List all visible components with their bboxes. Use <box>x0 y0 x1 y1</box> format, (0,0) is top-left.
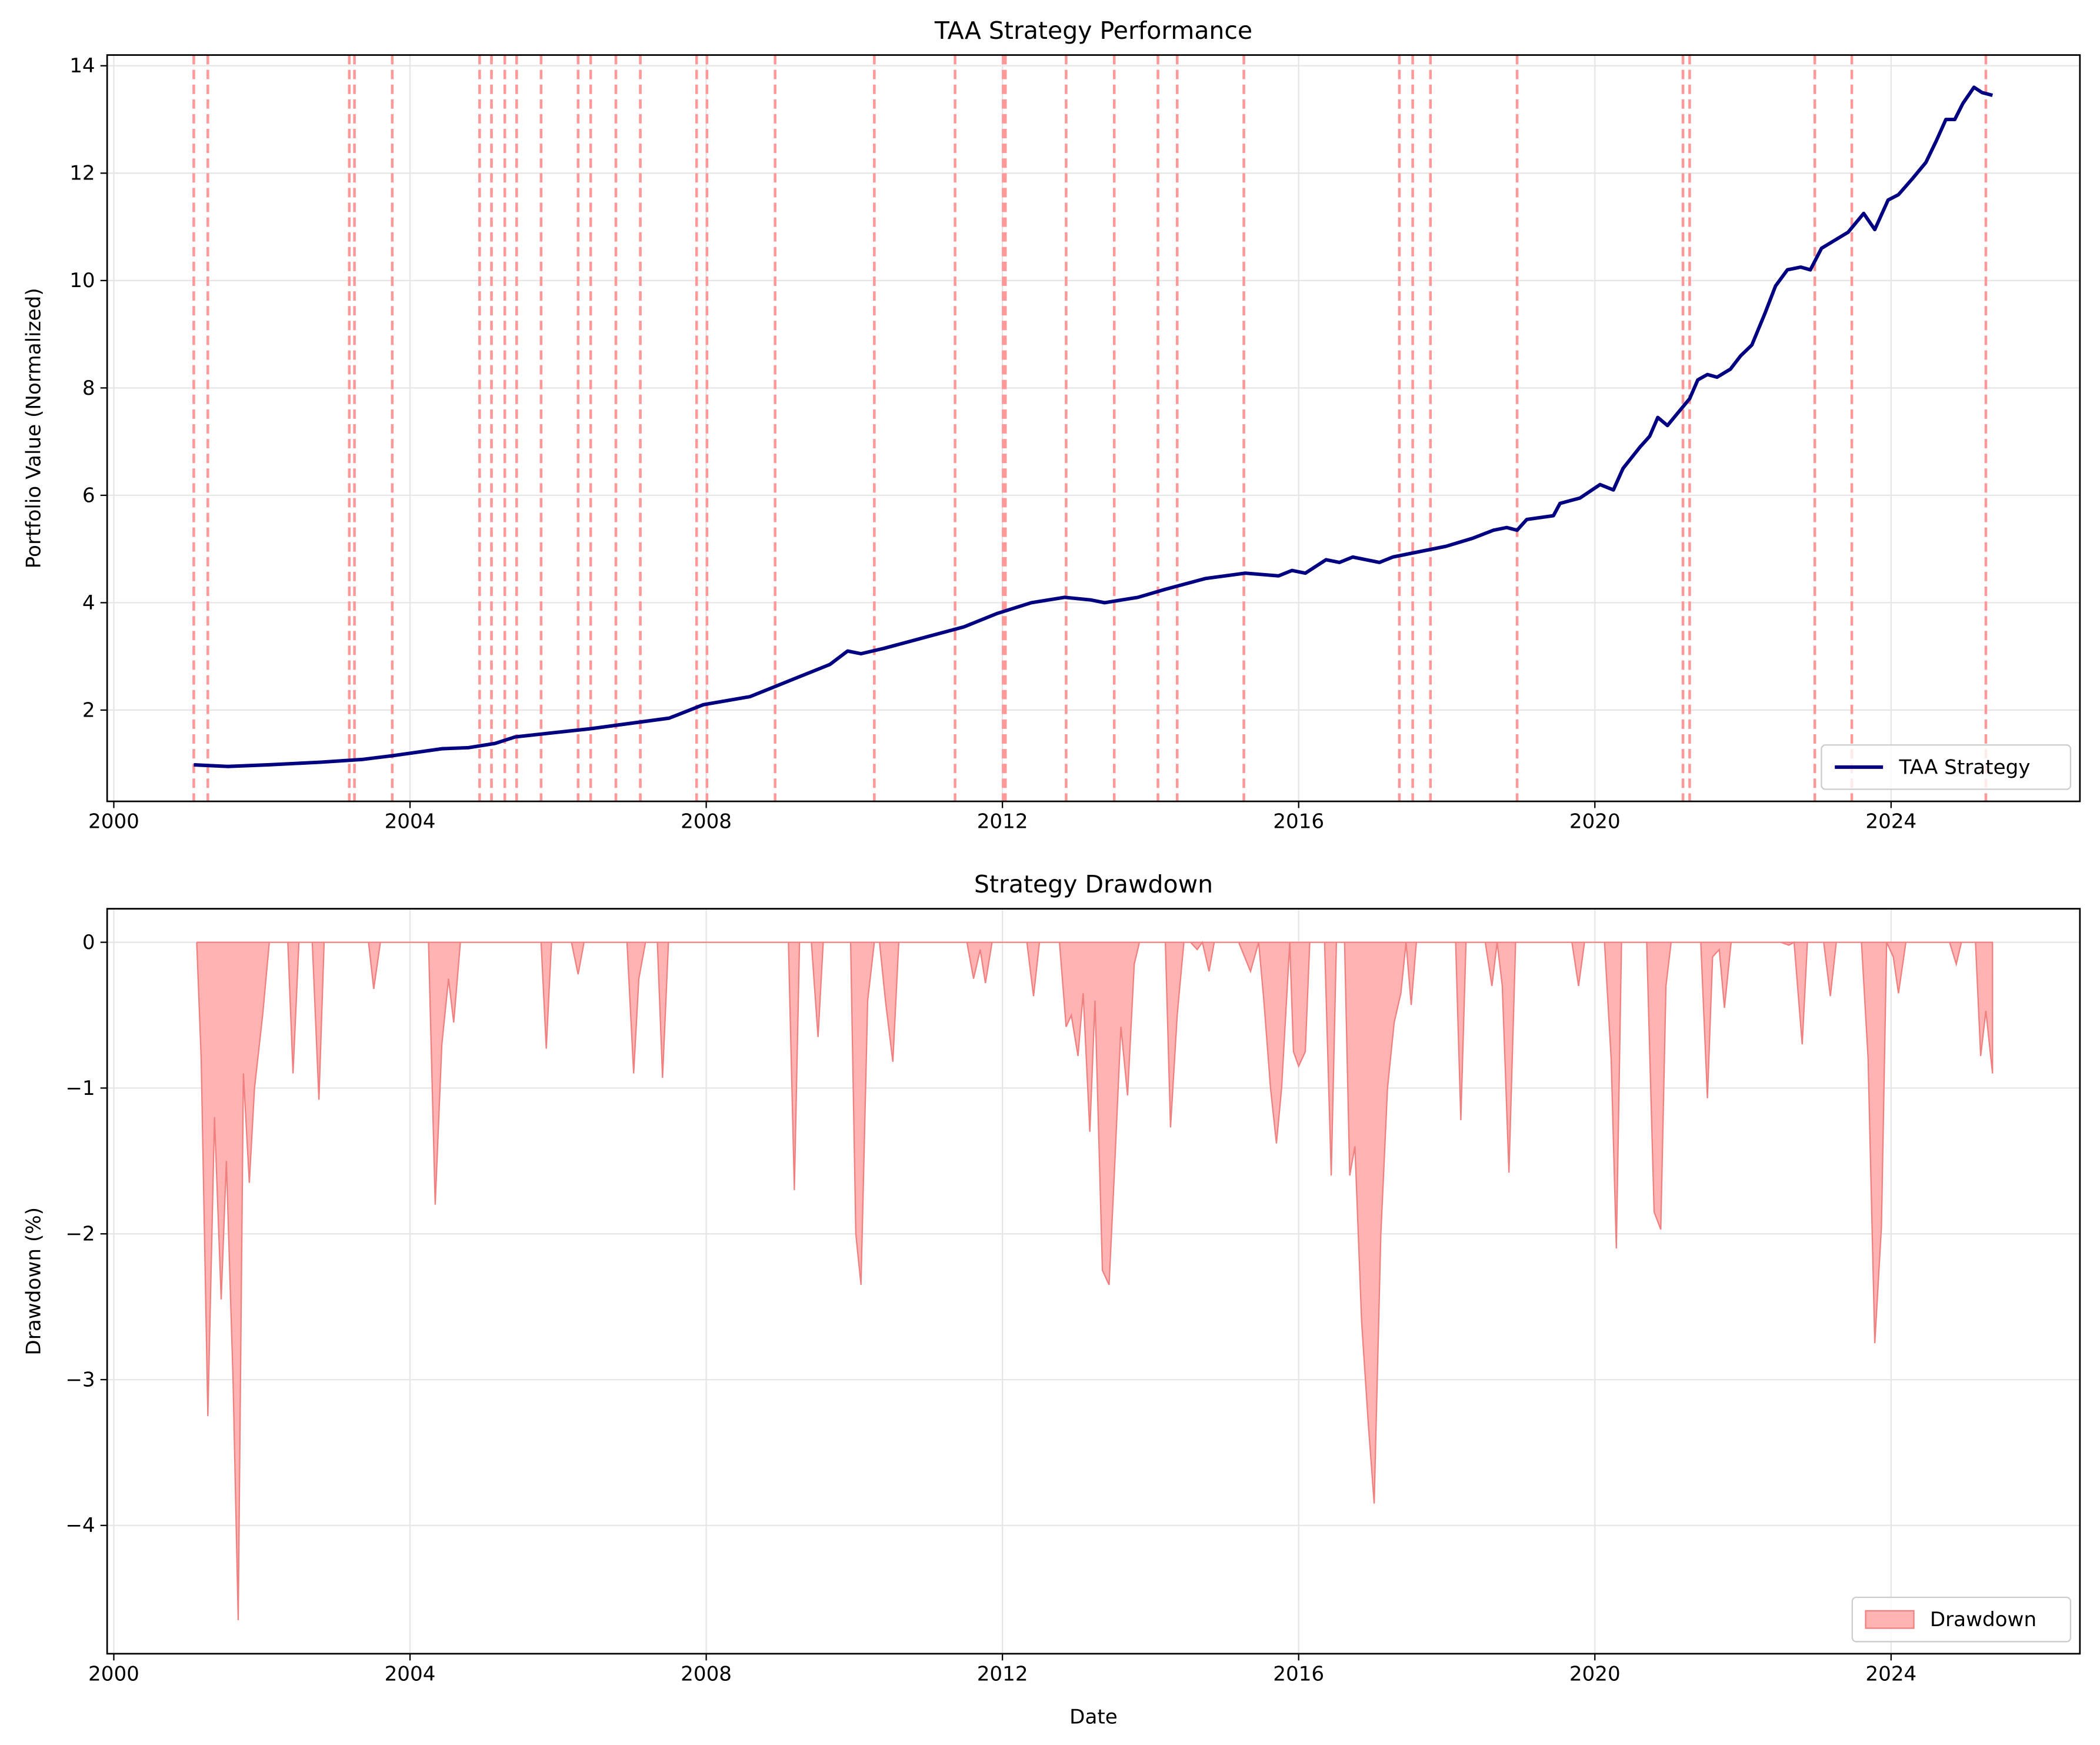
legend-swatch <box>1865 1610 1915 1629</box>
x-tick-label: 2004 <box>385 1662 436 1686</box>
x-tick-label: 2008 <box>681 810 732 834</box>
y-tick-label: −2 <box>65 1223 95 1246</box>
axes-frame <box>106 908 2081 1655</box>
y-tick-label: −1 <box>65 1077 95 1100</box>
x-tick-label: 2020 <box>1569 1662 1621 1686</box>
x-axis-label: Date <box>1069 1705 1118 1729</box>
x-tick-label: 2024 <box>1865 1662 1916 1686</box>
legend-box <box>1851 1596 2072 1643</box>
y-tick-label: 14 <box>69 54 95 78</box>
x-tick-label: 2008 <box>681 1662 732 1686</box>
x-tick-label: 2024 <box>1865 810 1916 834</box>
x-tick-label: 2000 <box>88 1662 139 1686</box>
plot-area <box>192 55 1994 802</box>
x-tick-label: 2004 <box>385 810 436 834</box>
x-tick-label: 2000 <box>88 810 139 834</box>
y-tick-label: 4 <box>82 591 95 615</box>
area-series <box>196 940 1994 1620</box>
x-tick-label: 2020 <box>1569 810 1621 834</box>
y-axis-label: Portfolio Value (Normalized) <box>22 288 45 568</box>
y-tick-label: 6 <box>82 484 95 507</box>
legend-label: TAA Strategy <box>1898 755 2030 779</box>
plot-area <box>196 940 1994 1620</box>
line-series <box>194 85 1994 768</box>
chart-title: Strategy Drawdown <box>974 870 1213 898</box>
y-tick-label: 8 <box>82 377 95 400</box>
axes-frame <box>106 54 2081 802</box>
x-tick-label: 2016 <box>1273 1662 1324 1686</box>
y-tick-label: −4 <box>65 1514 95 1537</box>
y-tick-label: 2 <box>82 698 95 722</box>
chart-title: TAA Strategy Performance <box>934 16 1252 45</box>
legend-box <box>1821 744 2072 790</box>
y-tick-label: −3 <box>65 1368 95 1391</box>
y-tick-label: 10 <box>69 269 95 292</box>
y-tick-label: 12 <box>69 162 95 185</box>
y-tick-label: 0 <box>82 931 95 954</box>
y-axis-label: Drawdown (%) <box>22 1207 45 1356</box>
x-tick-label: 2012 <box>977 1662 1028 1686</box>
x-tick-label: 2012 <box>977 810 1028 834</box>
legend-label: Drawdown <box>1930 1608 2036 1631</box>
x-tick-label: 2016 <box>1273 810 1324 834</box>
